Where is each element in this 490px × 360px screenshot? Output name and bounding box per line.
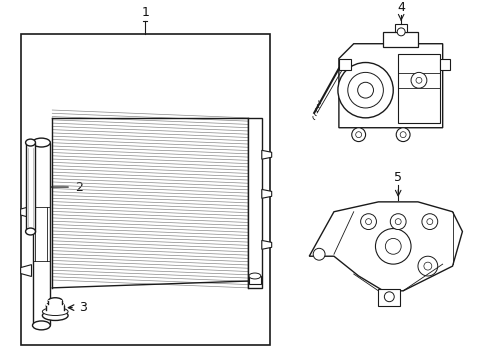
Circle shape <box>375 229 411 264</box>
Ellipse shape <box>49 298 62 304</box>
Circle shape <box>397 28 405 36</box>
Ellipse shape <box>43 311 68 320</box>
Ellipse shape <box>25 139 35 146</box>
Circle shape <box>400 132 406 138</box>
Circle shape <box>361 214 376 230</box>
Circle shape <box>313 248 325 260</box>
Bar <box>395 24 407 32</box>
Polygon shape <box>21 265 31 276</box>
Circle shape <box>424 262 432 270</box>
Circle shape <box>356 132 362 138</box>
Ellipse shape <box>25 228 35 235</box>
Circle shape <box>358 82 373 98</box>
Circle shape <box>418 256 438 276</box>
Polygon shape <box>262 150 271 159</box>
Bar <box>339 59 351 71</box>
Polygon shape <box>309 202 463 291</box>
Circle shape <box>422 214 438 230</box>
Circle shape <box>348 72 383 108</box>
Circle shape <box>384 292 394 302</box>
Circle shape <box>385 238 401 254</box>
Bar <box>49 300 62 306</box>
Bar <box>21 34 270 345</box>
Polygon shape <box>262 189 271 198</box>
Text: 5: 5 <box>394 171 402 184</box>
Bar <box>47 304 64 311</box>
Text: 1: 1 <box>141 6 149 19</box>
Ellipse shape <box>32 321 50 330</box>
Circle shape <box>391 214 406 230</box>
Bar <box>249 276 261 284</box>
Circle shape <box>338 63 393 118</box>
Ellipse shape <box>47 302 64 309</box>
Circle shape <box>396 128 410 141</box>
Bar <box>248 118 262 288</box>
Text: 2: 2 <box>75 180 83 194</box>
Bar <box>383 32 418 47</box>
Polygon shape <box>21 206 31 218</box>
Bar <box>25 143 35 231</box>
Ellipse shape <box>249 273 261 279</box>
Bar <box>52 118 248 288</box>
Circle shape <box>411 72 427 88</box>
Ellipse shape <box>32 138 50 147</box>
Circle shape <box>416 77 422 83</box>
Circle shape <box>366 219 371 225</box>
Bar <box>378 289 400 306</box>
Circle shape <box>395 219 401 225</box>
Circle shape <box>427 219 433 225</box>
Bar <box>440 59 450 71</box>
Ellipse shape <box>43 307 68 315</box>
Circle shape <box>352 128 366 141</box>
Text: 3: 3 <box>79 301 87 314</box>
Bar <box>32 143 50 325</box>
Text: 4: 4 <box>397 1 405 14</box>
Bar <box>398 54 440 123</box>
Polygon shape <box>339 44 442 128</box>
Polygon shape <box>262 240 271 249</box>
